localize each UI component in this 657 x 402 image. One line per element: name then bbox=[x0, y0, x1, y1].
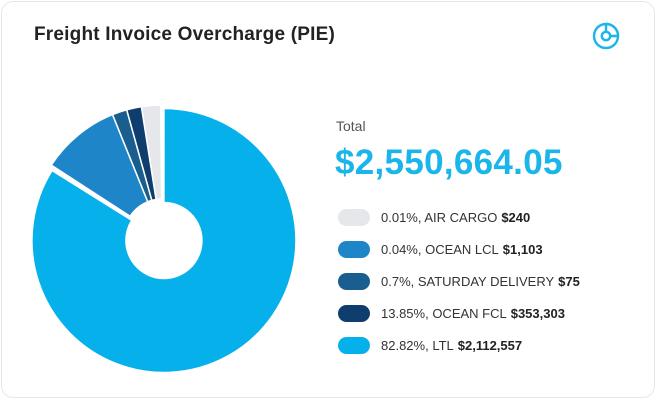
pie-slice-ltl[interactable] bbox=[31, 107, 297, 374]
legend-amount: $353,303 bbox=[510, 305, 565, 321]
legend-item[interactable]: 13.85%, OCEAN FCL $353,303 bbox=[338, 303, 657, 323]
legend-label: 82.82%, LTL bbox=[381, 337, 454, 353]
legend-label: 13.85%, OCEAN FCL bbox=[381, 305, 507, 321]
legend-label: 0.01%, AIR CARGO bbox=[381, 209, 498, 225]
legend-label: 0.7%, SATURDAY DELIVERY bbox=[381, 273, 555, 289]
legend-item[interactable]: 82.82%, LTL $2,112,557 bbox=[338, 335, 657, 355]
chart-title: Freight Invoice Overcharge (PIE) bbox=[34, 24, 335, 45]
legend-amount: $1,103 bbox=[502, 241, 543, 257]
legend-swatch bbox=[338, 208, 370, 226]
legend-amount: $240 bbox=[501, 209, 531, 225]
legend-item[interactable]: 0.7%, SATURDAY DELIVERY $75 bbox=[338, 271, 657, 291]
donut-chart bbox=[31, 104, 297, 374]
legend-swatch bbox=[338, 240, 370, 258]
legend-label: 0.04%, OCEAN LCL bbox=[381, 241, 499, 257]
legend-swatch bbox=[338, 272, 370, 290]
total-label: Total bbox=[336, 118, 366, 134]
legend-item[interactable]: 0.04%, OCEAN LCL $1,103 bbox=[338, 239, 657, 259]
legend-item[interactable]: 0.01%, AIR CARGO $240 bbox=[338, 207, 657, 227]
legend-amount: $2,112,557 bbox=[457, 337, 523, 353]
legend-swatch bbox=[338, 304, 370, 322]
legend-amount: $75 bbox=[558, 273, 580, 289]
pie-slice-ocean-fcl[interactable] bbox=[125, 105, 157, 202]
donut-chart-icon[interactable] bbox=[589, 19, 623, 53]
legend-swatch bbox=[338, 336, 370, 354]
total-value: $2,550,664.05 bbox=[335, 143, 563, 182]
